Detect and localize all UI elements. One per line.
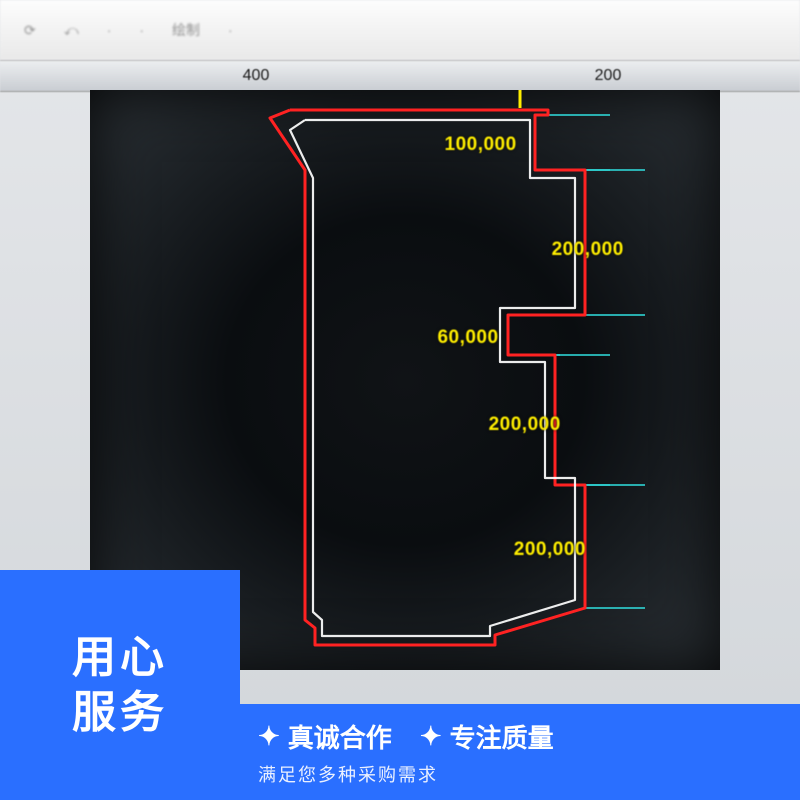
promo-left-block: 用心 服务 (0, 570, 240, 800)
toolbar-item[interactable]: ⟳ (24, 22, 36, 39)
promo-badge-text: 专注质量 (450, 718, 554, 755)
promo-headline-line2: 服务 (72, 685, 168, 740)
sparkle-icon: ✦ (258, 723, 280, 749)
toolbar-item[interactable]: · (228, 22, 233, 38)
outer-profile-path (270, 110, 585, 645)
promo-badge: ✦ 真诚合作 (258, 718, 392, 755)
dimension-label: 100,000 (445, 134, 517, 156)
horizontal-ruler: 400 200 (0, 60, 800, 92)
ruler-tick-label: 200 (595, 67, 622, 85)
promo-subline: 满足您多种采购需求 (258, 761, 554, 787)
sparkle-icon: ✦ (420, 723, 442, 749)
cad-screenshot-root: ⟳ ⤺ · · 绘制 · 400 200 (0, 0, 800, 800)
app-toolbar: ⟳ ⤺ · · 绘制 · (0, 0, 800, 60)
toolbar-item[interactable]: · (139, 22, 144, 38)
toolbar-item[interactable]: 绘制 (172, 20, 200, 40)
promo-badge-text: 真诚合作 (288, 718, 392, 755)
dimension-label: 200,000 (489, 414, 561, 436)
promo-bottom-bar: ✦ 真诚合作 ✦ 专注质量 满足您多种采购需求 (240, 704, 800, 800)
toolbar-item[interactable]: · (107, 22, 112, 38)
ruler-tick-label: 400 (243, 67, 270, 85)
dimension-label: 200,000 (552, 239, 624, 261)
toolbar-item[interactable]: ⤺ (64, 22, 79, 39)
promo-headline-line1: 用心 (72, 630, 168, 685)
dimension-label: 60,000 (437, 327, 498, 349)
promo-badge: ✦ 专注质量 (420, 718, 554, 755)
dimension-label: 200,000 (514, 539, 586, 561)
